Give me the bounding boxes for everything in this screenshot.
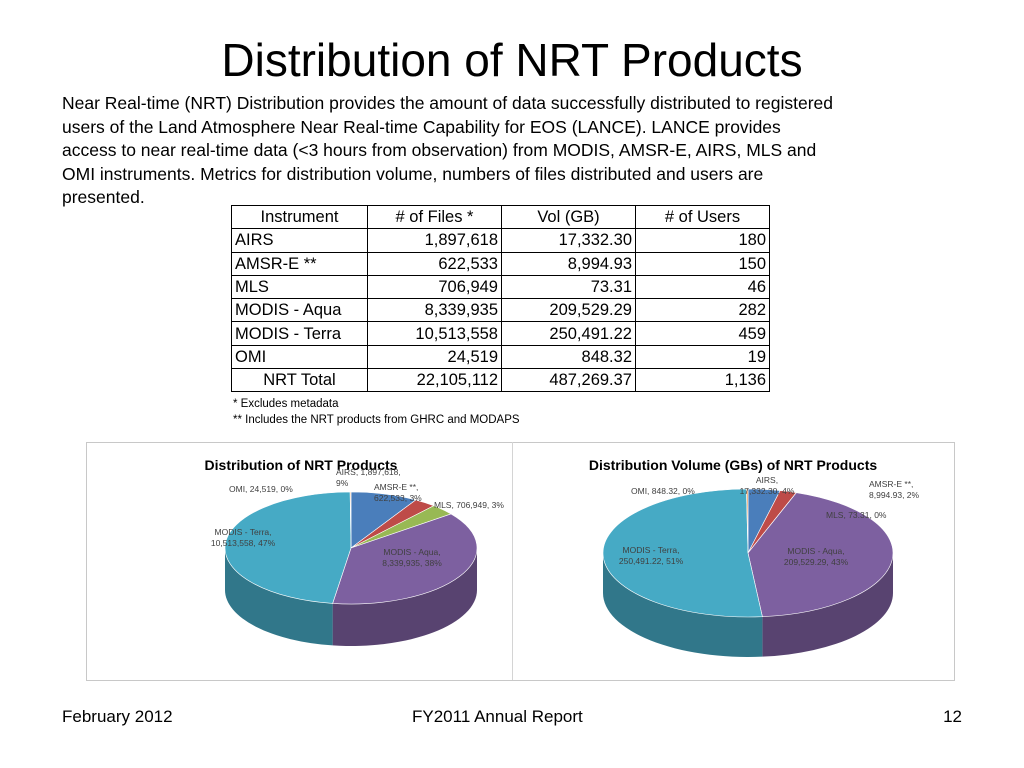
intro-line: users of the Land Atmosphere Near Real-t…	[62, 116, 781, 137]
pie-data-label: OMI, 24,519, 0%	[229, 484, 293, 494]
cell-users: 150	[635, 251, 770, 276]
pie-slice-omi	[349, 491, 352, 549]
pie-data-label: MODIS - Terra, 10,513,558, 47%	[211, 527, 276, 548]
cell-files: 1,897,618	[367, 228, 502, 253]
cell-instrument: NRT Total	[231, 368, 368, 393]
table-footnote: ** Includes the NRT products from GHRC a…	[233, 414, 520, 426]
cell-volume: 17,332.30	[501, 228, 636, 253]
footer-page-number: 12	[943, 707, 962, 726]
table-row: MLS 706,949 73.31 46	[231, 274, 770, 300]
cell-volume: 73.31	[501, 274, 636, 300]
cell-files: 622,533	[367, 251, 502, 276]
header-volume: Vol (GB)	[501, 204, 636, 230]
cell-users: 1,136	[635, 368, 770, 393]
intro-line: access to near real-time data (<3 hours …	[62, 140, 817, 160]
footer-report-title: FY2011 Annual Report	[412, 707, 583, 726]
pie-data-label: MODIS - Terra, 250,491.22, 51%	[619, 545, 684, 566]
files-pie-chart: Distribution of NRT Products AIRS, 1,897…	[205, 457, 504, 646]
cell-files: 8,339,935	[367, 298, 502, 323]
cell-instrument: AMSR-E **	[231, 251, 368, 276]
cell-files: 10,513,558	[367, 321, 502, 346]
cell-instrument: MLS	[231, 274, 368, 300]
charts-divider	[512, 442, 513, 680]
pie-data-label: MODIS - Aqua, 209,529.29, 43%	[784, 546, 849, 567]
pie-data-label: MLS, 73.31, 0%	[826, 510, 887, 520]
pie-slice-side	[603, 553, 763, 657]
pie-slice-side	[332, 548, 477, 646]
pie-slice-side	[225, 548, 333, 646]
header-files: # of Files *	[367, 204, 502, 230]
table-row: OMI 24,519 848.32 19	[231, 344, 770, 370]
pie-slice-modis-aqua	[747, 492, 894, 617]
cell-users: 282	[635, 298, 770, 323]
table-header-row: Instrument # of Files * Vol (GB) # of Us…	[231, 204, 770, 230]
table-row: AMSR-E ** 622,533 8,994.93 150	[231, 251, 770, 276]
pie-slice-modis-terra	[602, 488, 763, 618]
table-row: AIRS 1,897,618 17,332.30 180	[231, 228, 770, 253]
cell-instrument: MODIS - Terra	[231, 321, 368, 346]
pie-slice-side	[762, 553, 893, 657]
cell-users: 459	[635, 321, 770, 346]
pie-slice-modis-terra	[224, 491, 352, 604]
pie-slice-modis-aqua	[332, 513, 478, 605]
header-instrument: Instrument	[231, 204, 368, 230]
cell-volume: 209,529.29	[501, 298, 636, 323]
pie-slice-omi	[746, 488, 749, 554]
cell-volume: 848.32	[501, 344, 636, 370]
distribution-table: Instrument # of Files * Vol (GB) # of Us…	[231, 204, 770, 393]
slide-title: Distribution of NRT Products	[221, 34, 803, 86]
cell-volume: 8,994.93	[501, 251, 636, 276]
cell-users: 46	[635, 274, 770, 300]
intro-line: presented.	[62, 187, 145, 207]
cell-files: 24,519	[367, 344, 502, 370]
pie-data-label: AMSR-E **, 8,994.93, 2%	[869, 479, 920, 500]
cell-users: 19	[635, 344, 770, 370]
chart-title: Distribution Volume (GBs) of NRT Product…	[589, 457, 878, 473]
table-row: MODIS - Aqua 8,339,935 209,529.29 282	[231, 298, 770, 323]
pie-data-label: AIRS, 1,897,618, 9%	[336, 467, 401, 488]
pie-data-label: MLS, 706,949, 3%	[434, 500, 504, 510]
cell-instrument: MODIS - Aqua	[231, 298, 368, 323]
cell-volume: 487,269.37	[501, 368, 636, 393]
pie-data-label: AMSR-E **, 622,533, 3%	[374, 482, 422, 503]
table-row: MODIS - Terra 10,513,558 250,491.22 459	[231, 321, 770, 346]
intro-line: Near Real-time (NRT) Distribution provid…	[62, 93, 833, 113]
cell-instrument: AIRS	[231, 228, 368, 253]
cell-users: 180	[635, 228, 770, 253]
intro-paragraph: Near Real-time (NRT) Distribution provid…	[62, 92, 962, 210]
volume-pie-chart: Distribution Volume (GBs) of NRT Product…	[589, 457, 920, 657]
pie-data-label: OMI, 848.32, 0%	[631, 486, 695, 496]
cell-instrument: OMI	[231, 344, 368, 370]
table-total-row: NRT Total 22,105,112 487,269.37 1,136	[231, 368, 770, 393]
intro-line: OMI instruments. Metrics for distributio…	[62, 163, 764, 184]
table-footnote: * Excludes metadata	[233, 398, 339, 410]
cell-files: 706,949	[367, 274, 502, 300]
cell-volume: 250,491.22	[501, 321, 636, 346]
pie-data-label: MODIS - Aqua, 8,339,935, 38%	[382, 547, 442, 568]
header-users: # of Users	[635, 204, 770, 230]
cell-files: 22,105,112	[367, 368, 502, 393]
footer-date: February 2012	[62, 707, 173, 726]
chart-title: Distribution of NRT Products	[205, 457, 398, 473]
pie-data-label: AIRS, 17,332.30, 4%	[740, 475, 795, 496]
